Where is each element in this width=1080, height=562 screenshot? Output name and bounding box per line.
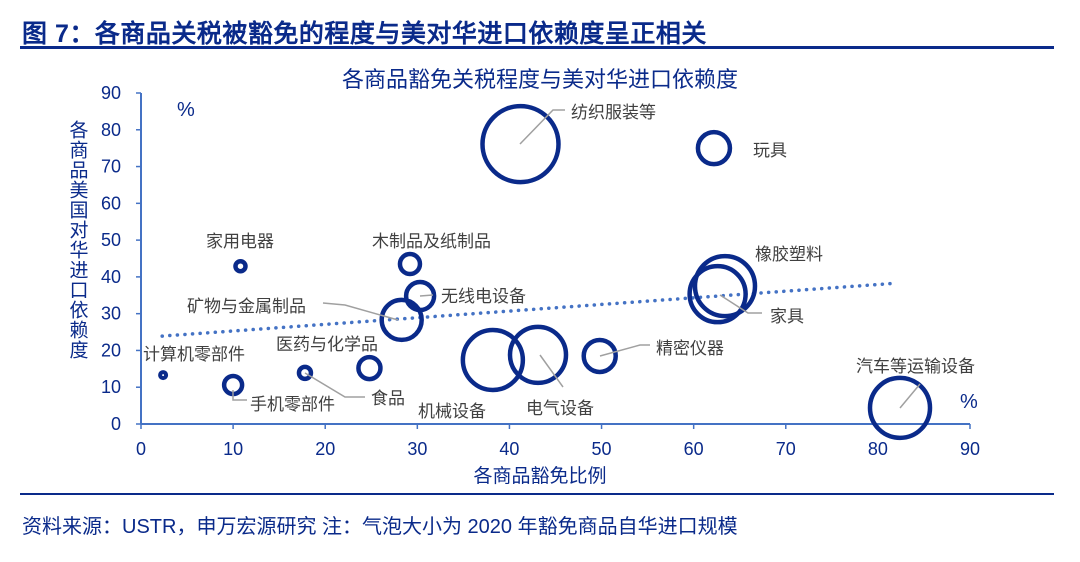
trendline <box>160 281 899 338</box>
leader-line <box>899 383 921 409</box>
bubble-label: 橡胶塑料 <box>755 245 823 264</box>
leader-line <box>232 390 247 401</box>
bubble-label: 医药与化学品 <box>276 335 378 354</box>
x-tick-label: 90 <box>960 439 980 459</box>
y-tick-label: 30 <box>101 304 121 324</box>
leader-line <box>304 372 365 398</box>
bubble-point <box>296 364 314 382</box>
x-axis-title: 各商品豁免比例 <box>473 465 606 487</box>
y-tick-label: 50 <box>101 230 121 250</box>
x-tick-label: 20 <box>315 439 335 459</box>
bubble-point <box>480 103 561 185</box>
y-unit-label: % <box>177 99 195 121</box>
figure-title: 图 7：各商品关税被豁免的程度与美对华进口依赖度呈正相关 <box>22 20 707 48</box>
bubble-point <box>356 354 383 382</box>
leader-line <box>599 344 650 357</box>
bubble-point <box>233 258 248 274</box>
bubble-label: 机械设备 <box>418 402 486 421</box>
bubble-label: 纺织服装等 <box>571 103 656 122</box>
bubble-point <box>867 375 933 441</box>
y-tick-label: 40 <box>101 267 121 287</box>
bubble-point <box>695 129 733 167</box>
bubble-point <box>460 327 526 393</box>
x-tick-label: 50 <box>592 439 612 459</box>
x-tick-label: 60 <box>684 439 704 459</box>
bubble-label: 手机零部件 <box>250 395 335 414</box>
source-note: 资料来源：USTR，申万宏源研究 注：气泡大小为 2020 年豁免商品自华进口规… <box>22 516 738 538</box>
bubble-label: 电气设备 <box>526 399 594 418</box>
bubble-label: 精密仪器 <box>656 339 724 358</box>
x-tick-label: 40 <box>499 439 519 459</box>
bubble-label: 食品 <box>371 389 405 408</box>
footer-divider <box>20 493 1054 495</box>
leader-line <box>539 354 564 388</box>
y-tick-label: 20 <box>101 340 121 360</box>
y-tick-label: 10 <box>101 377 121 397</box>
bubble-label: 计算机零部件 <box>143 345 245 364</box>
title-divider <box>20 46 1054 49</box>
bubble-label: 家具 <box>770 307 804 326</box>
x-tick-label: 0 <box>136 439 146 459</box>
y-tick-label: 70 <box>101 157 121 177</box>
bubble-label: 无线电设备 <box>441 287 526 306</box>
x-tick-label: 30 <box>407 439 427 459</box>
x-tick-label: 70 <box>776 439 796 459</box>
bubble-point <box>507 324 569 386</box>
bubble-point <box>158 370 169 381</box>
y-tick-label: 60 <box>101 193 121 213</box>
leader-line <box>519 109 565 145</box>
y-tick-label: 90 <box>101 83 121 103</box>
y-tick-label: 0 <box>111 414 121 434</box>
bubble-label: 木制品及纸制品 <box>372 232 491 251</box>
bubble-point <box>403 279 437 313</box>
leader-line <box>322 302 399 321</box>
leader-line <box>419 294 434 297</box>
bubble-label: 矿物与金属制品 <box>187 297 306 316</box>
bubble-point <box>379 297 424 343</box>
y-tick-label: 80 <box>101 120 121 140</box>
bubble-label: 玩具 <box>753 141 787 160</box>
bubble-point <box>692 253 758 319</box>
bubble-point <box>397 251 423 277</box>
x-tick-label: 80 <box>868 439 888 459</box>
x-tick-label: 10 <box>223 439 243 459</box>
bubble-point <box>687 263 748 325</box>
bubble-label: 家用电器 <box>206 232 274 251</box>
bubble-point <box>581 337 618 375</box>
y-axis-title: 各商品美国对华进口依赖度 <box>67 120 89 360</box>
bubble-label: 汽车等运输设备 <box>856 357 975 376</box>
bubble-chart: 各商品豁免关税程度与美对华进口依赖度 0 10 20 30 40 50 60 70 80 90 0 10… <box>67 67 981 487</box>
leader-line <box>719 294 762 314</box>
chart-title: 各商品豁免关税程度与美对华进口依赖度 <box>342 67 738 92</box>
x-unit-label: % <box>960 391 978 413</box>
